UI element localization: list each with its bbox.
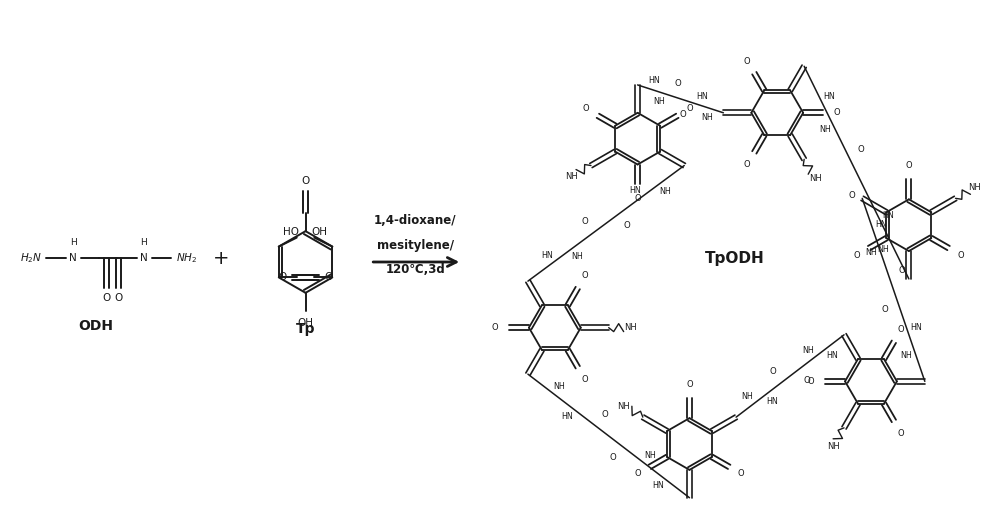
Text: O: O (769, 367, 776, 376)
Text: O: O (854, 251, 860, 259)
Text: O: O (738, 470, 745, 478)
Text: ODH: ODH (79, 319, 114, 333)
Text: NH: NH (617, 402, 630, 411)
Text: NH: NH (878, 244, 889, 254)
Text: HN: HN (648, 76, 660, 85)
Text: O: O (634, 470, 641, 478)
Text: HN: HN (910, 322, 922, 332)
Text: mesitylene/: mesitylene/ (377, 239, 454, 252)
Text: 1,4-dioxane/: 1,4-dioxane/ (374, 214, 456, 227)
Text: O: O (325, 272, 333, 282)
Text: +: + (213, 249, 229, 267)
Text: NH: NH (900, 350, 912, 360)
Text: O: O (686, 380, 693, 389)
Text: NH: NH (827, 443, 839, 451)
Text: NH: NH (968, 183, 981, 192)
Text: Tp: Tp (296, 322, 315, 335)
Text: NH: NH (566, 172, 578, 181)
Text: O: O (808, 377, 814, 386)
Text: O: O (278, 272, 287, 282)
Text: NH: NH (624, 323, 637, 332)
Text: N: N (140, 253, 148, 263)
Text: O: O (102, 293, 110, 303)
Text: H: H (70, 238, 77, 246)
Text: O: O (624, 221, 630, 230)
Text: HN: HN (541, 251, 553, 259)
Text: NH: NH (701, 113, 713, 122)
Text: H: H (141, 238, 147, 246)
Text: HN: HN (562, 412, 573, 421)
Text: O: O (744, 160, 751, 169)
Text: 120℃,3d: 120℃,3d (385, 264, 445, 277)
Text: O: O (804, 376, 811, 385)
Text: O: O (882, 305, 888, 314)
Text: NH: NH (819, 125, 831, 135)
Text: NH: NH (865, 248, 877, 257)
Text: O: O (492, 323, 498, 332)
Text: $NH_2$: $NH_2$ (176, 251, 198, 265)
Text: O: O (582, 105, 589, 113)
Text: O: O (898, 428, 904, 437)
Text: NH: NH (653, 97, 665, 106)
Text: O: O (957, 251, 964, 259)
Text: NH: NH (571, 252, 583, 261)
Text: $H_2N$: $H_2N$ (20, 251, 42, 265)
Text: NH: NH (659, 187, 671, 196)
Text: O: O (858, 145, 864, 154)
Text: OH: OH (298, 318, 314, 328)
Text: NH: NH (554, 382, 565, 391)
Text: HN: HN (629, 186, 641, 195)
Text: O: O (634, 194, 641, 203)
Text: NH: NH (802, 346, 814, 355)
Text: O: O (581, 271, 588, 280)
Text: HN: HN (652, 481, 664, 490)
Text: NH: NH (644, 451, 656, 460)
Text: OH: OH (312, 227, 328, 237)
Text: O: O (610, 452, 616, 462)
Text: HN: HN (766, 397, 778, 406)
Text: NH: NH (742, 392, 753, 401)
Text: O: O (601, 410, 608, 419)
Text: O: O (906, 161, 912, 170)
Text: HN: HN (827, 351, 838, 360)
Text: O: O (114, 293, 122, 303)
Text: HN: HN (882, 211, 894, 219)
Text: HN: HN (875, 220, 887, 229)
Text: HO: HO (283, 227, 299, 237)
Text: O: O (899, 266, 905, 275)
Text: N: N (69, 253, 77, 263)
Text: NH: NH (809, 174, 821, 183)
Text: O: O (744, 57, 751, 66)
Text: O: O (834, 108, 840, 118)
Text: O: O (849, 191, 856, 200)
Text: O: O (680, 110, 686, 119)
Text: O: O (582, 217, 588, 226)
Text: HN: HN (696, 92, 708, 100)
Text: HN: HN (824, 92, 835, 101)
Text: O: O (675, 79, 681, 88)
Text: O: O (898, 325, 904, 334)
Text: O: O (686, 105, 693, 113)
Text: TpODH: TpODH (704, 251, 764, 266)
Text: O: O (581, 375, 588, 384)
Text: O: O (301, 176, 310, 187)
